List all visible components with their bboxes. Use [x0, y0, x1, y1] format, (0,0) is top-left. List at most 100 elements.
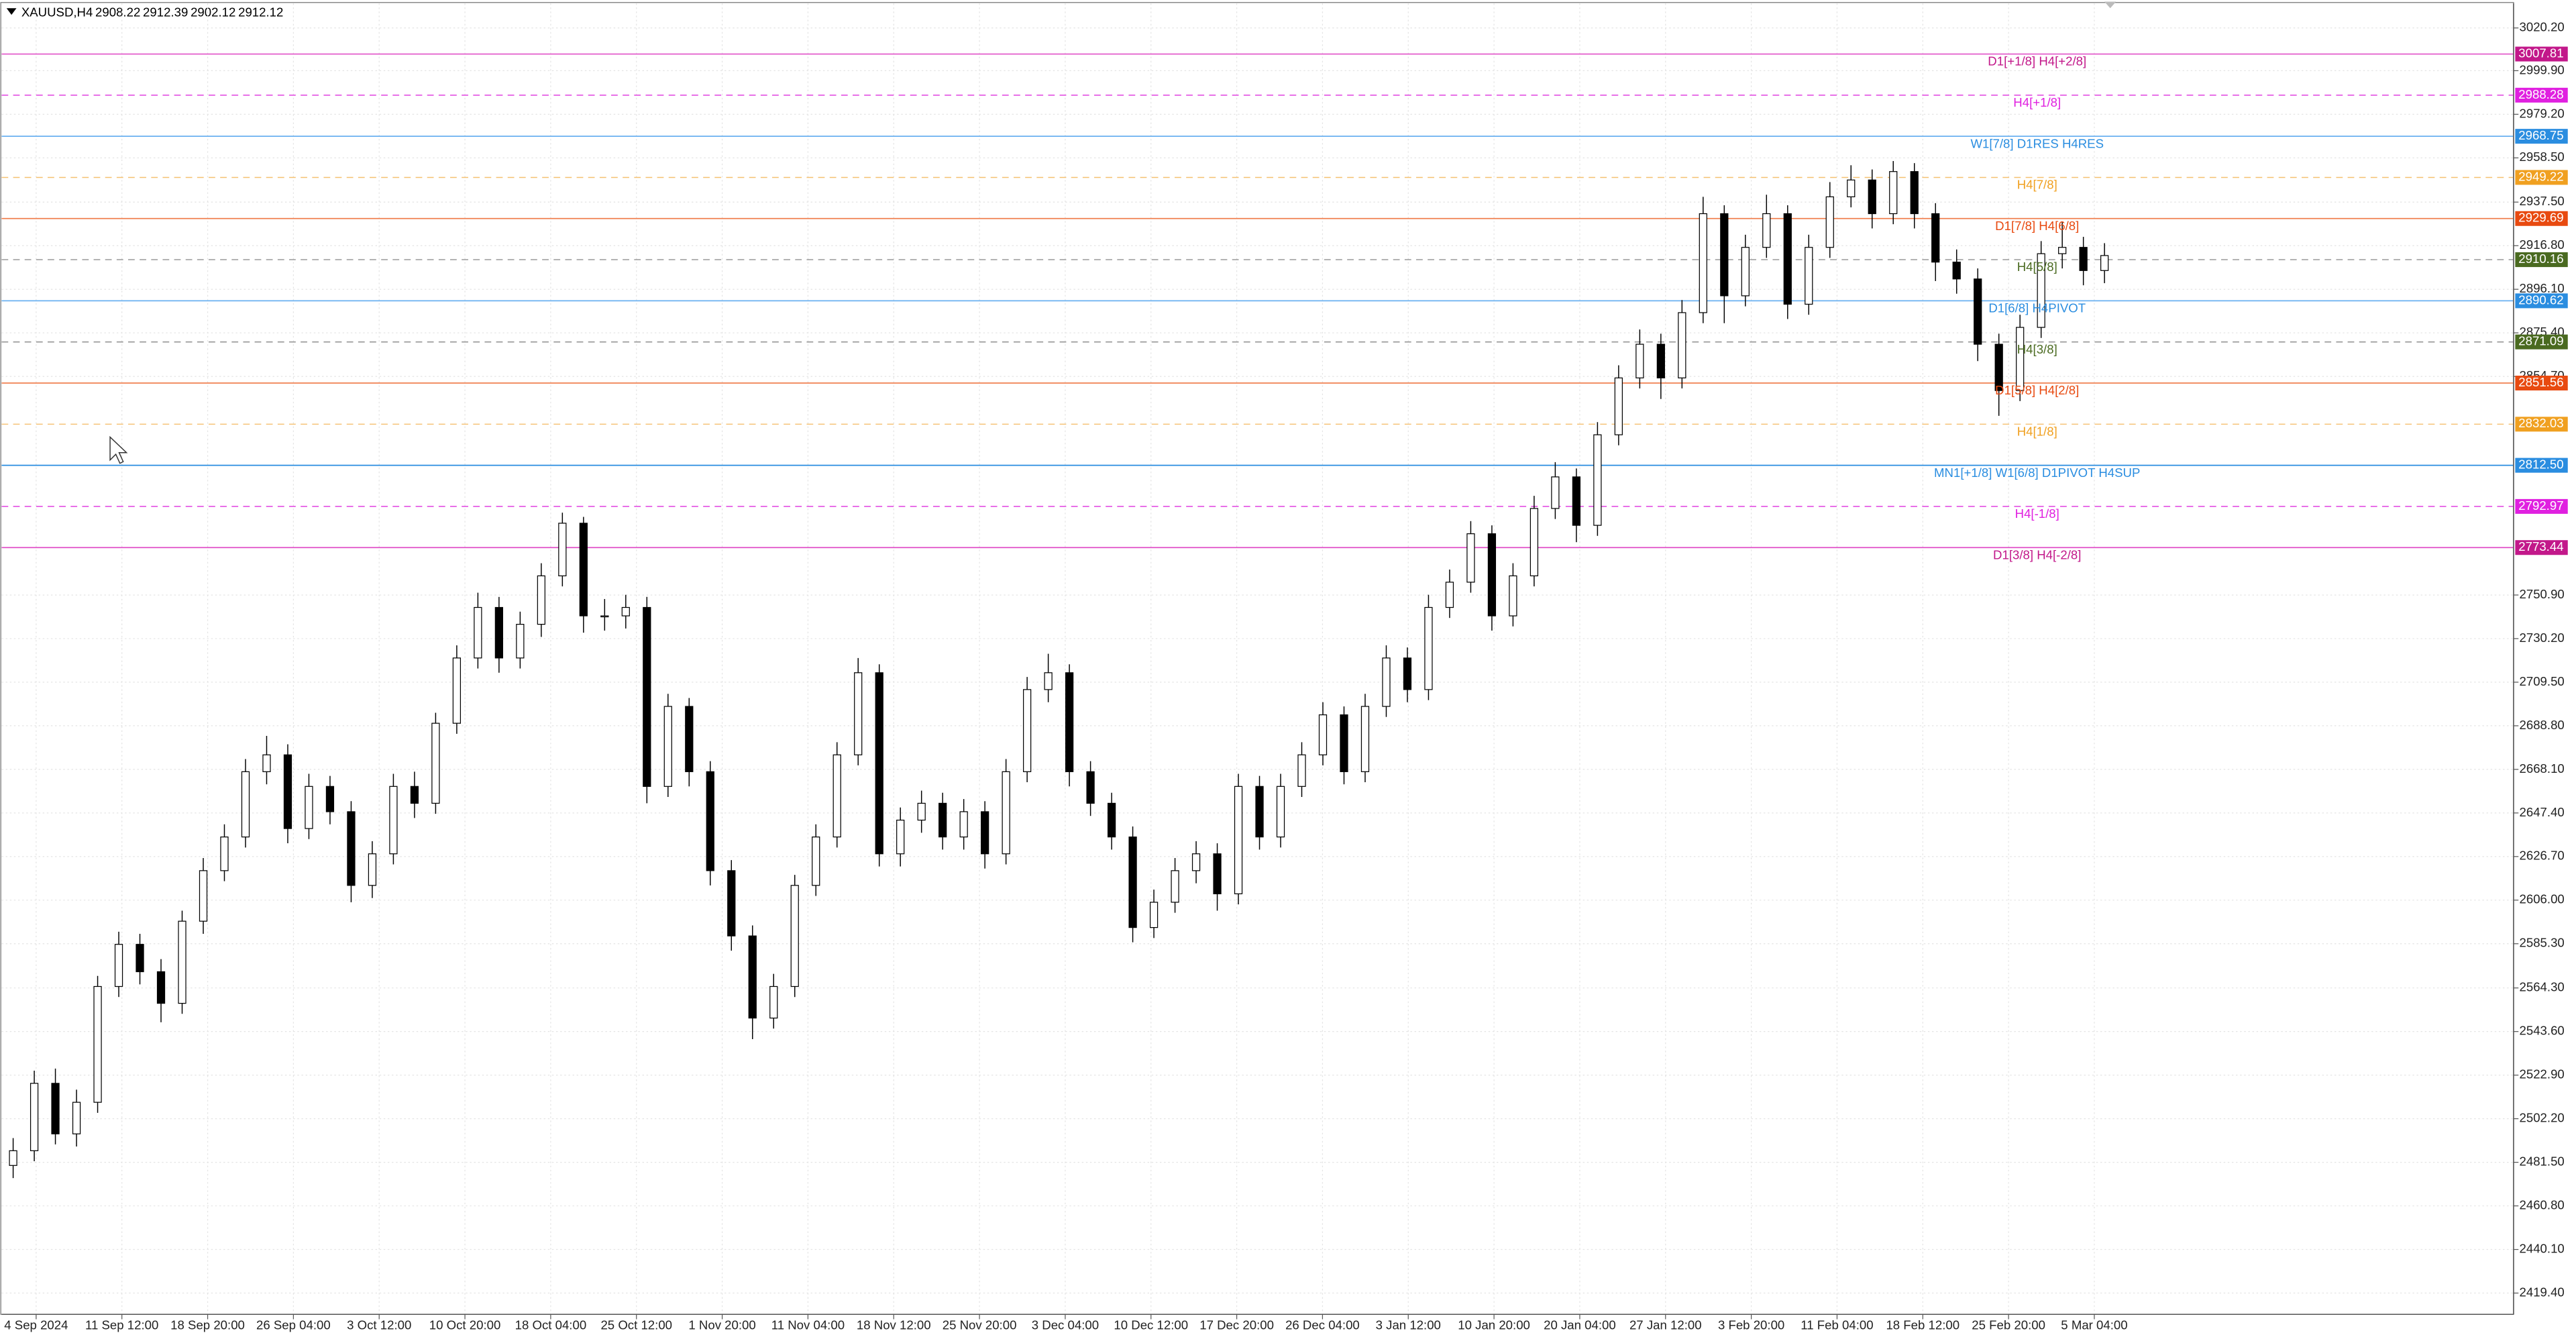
- candle-body: [494, 606, 503, 659]
- candle-body: [727, 870, 736, 936]
- y-tick-label: 2937.50: [2520, 194, 2565, 208]
- level-label: MN1[+1/8] W1[6/8] D1PIVOT H4SUP: [1934, 466, 2140, 480]
- candle-body: [2100, 255, 2109, 271]
- candle-body: [790, 885, 799, 987]
- y-tick-label: 2668.10: [2520, 761, 2565, 775]
- candle-body: [1065, 672, 1074, 772]
- candle-body: [1297, 754, 1306, 787]
- candle-body: [1572, 476, 1581, 526]
- mouse-cursor: [109, 435, 128, 464]
- candle-body: [72, 1102, 81, 1134]
- y-tick-label: 2709.50: [2520, 674, 2565, 688]
- y-tick-label: 2460.80: [2520, 1197, 2565, 1212]
- candle-body: [917, 802, 926, 821]
- price-badge-label: 2871.09: [2518, 334, 2563, 348]
- candle-body: [685, 706, 694, 772]
- candle-body: [854, 672, 863, 755]
- candle-body: [1994, 343, 2003, 391]
- candle-body: [9, 1150, 17, 1166]
- x-tick-label: 18 Sep 20:00: [170, 1318, 245, 1332]
- y-tick-label: 2647.40: [2520, 805, 2565, 819]
- candle-body: [199, 870, 208, 922]
- y-tick-label: 2896.10: [2520, 281, 2565, 295]
- price-badge-label: 2773.44: [2518, 539, 2563, 553]
- y-tick-label: 2543.60: [2520, 1024, 2565, 1038]
- candle-body: [305, 786, 313, 829]
- level-label: D1[5/8] H4[2/8]: [1995, 383, 2079, 397]
- x-tick-label: 18 Feb 12:00: [1886, 1318, 1960, 1332]
- x-tick-label: 26 Dec 04:00: [1285, 1318, 1360, 1332]
- x-tick-label: 10 Dec 12:00: [1114, 1318, 1188, 1332]
- candle-body: [938, 802, 947, 838]
- candle-body: [748, 935, 757, 1019]
- candle-body: [1044, 672, 1053, 690]
- x-tick-label: 25 Oct 12:00: [600, 1318, 672, 1332]
- x-tick-label: 26 Sep 04:00: [256, 1318, 331, 1332]
- price-badge: [2515, 211, 2568, 226]
- candle-body: [1149, 902, 1159, 928]
- candle-body: [1466, 533, 1475, 583]
- candle-body: [410, 786, 419, 804]
- candle-body: [600, 615, 609, 618]
- price-badge-label: 2988.28: [2518, 87, 2563, 101]
- candle-body: [1656, 343, 1665, 378]
- candle-body: [1974, 278, 1982, 345]
- candle-body: [178, 920, 186, 1004]
- level-label: D1[3/8] H4[-2/8]: [1993, 547, 2081, 561]
- level-label: W1[7/8] D1RES H4RES: [1970, 136, 2104, 150]
- y-tick-label: 2522.90: [2520, 1067, 2565, 1081]
- candle-body: [1487, 533, 1497, 617]
- price-badge-label: 3007.81: [2518, 46, 2563, 60]
- candle-body: [706, 771, 714, 871]
- candle-body: [1382, 657, 1391, 707]
- candle-body: [452, 657, 462, 724]
- candle-body: [1509, 575, 1517, 617]
- y-tick-label: 2750.90: [2520, 587, 2565, 601]
- candle-body: [1699, 213, 1707, 313]
- header-high: 2912.39: [143, 5, 188, 19]
- x-tick-label: 18 Oct 04:00: [515, 1318, 587, 1332]
- y-tick-label: 2916.80: [2520, 237, 2565, 252]
- candle-body: [2037, 253, 2045, 328]
- y-tick-label: 2606.00: [2520, 892, 2565, 906]
- layers: 3020.20 2999.90 2979.20 2958.50 2937.50 2916.…: [1, 3, 2568, 1332]
- candle-body: [896, 819, 905, 855]
- menu-arrow[interactable]: [6, 8, 17, 15]
- candle-body: [875, 672, 883, 855]
- candle-body: [769, 985, 778, 1019]
- candle-body: [241, 771, 250, 838]
- level-label: H4[3/8]: [2017, 342, 2057, 356]
- header-close: 2912.12: [238, 5, 283, 19]
- candle-body: [663, 706, 672, 787]
- level-label: H4[+1/8]: [2013, 95, 2061, 109]
- candle-body: [812, 837, 820, 886]
- price-badge-label: 2968.75: [2518, 128, 2563, 142]
- candle-body: [1318, 714, 1328, 755]
- shift-marker[interactable]: [2104, 1, 2116, 9]
- level-label: D1[6/8] H4PIVOT: [1988, 301, 2086, 315]
- x-tick-label: 3 Feb 20:00: [1718, 1318, 1784, 1332]
- candle-body: [1255, 786, 1264, 838]
- candle-body: [1340, 714, 1348, 772]
- price-badge-label: 2929.69: [2518, 211, 2563, 225]
- x-tick-label: 25 Nov 20:00: [943, 1318, 1017, 1332]
- candle-body: [262, 754, 271, 772]
- candle-body: [1762, 213, 1771, 248]
- x-tick-label: 3 Jan 12:00: [1376, 1318, 1441, 1332]
- x-tick-label: 1 Nov 20:00: [688, 1318, 755, 1332]
- candle-body: [1128, 837, 1137, 928]
- price-badge: [2515, 170, 2568, 185]
- candle-body: [1593, 434, 1602, 526]
- x-tick-label: 11 Nov 04:00: [771, 1318, 845, 1332]
- price-badge: [2515, 252, 2568, 268]
- candle-body: [1191, 853, 1201, 871]
- y-tick-label: 2730.20: [2520, 631, 2565, 645]
- candle-body: [1847, 179, 1856, 198]
- candle-body: [1023, 689, 1032, 772]
- price-badge: [2515, 87, 2568, 103]
- candle-body: [283, 754, 292, 829]
- candle-body: [136, 944, 144, 973]
- candle-body: [621, 606, 630, 617]
